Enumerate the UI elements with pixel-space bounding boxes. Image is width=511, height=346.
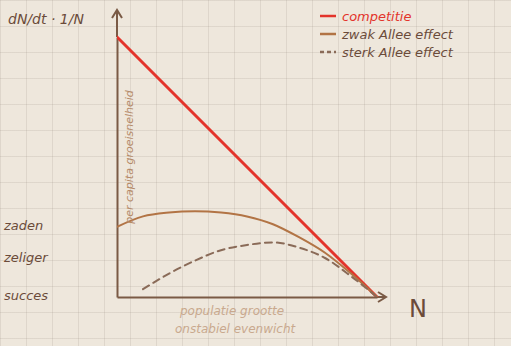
axis-line [117,38,119,298]
series-line [143,242,377,297]
annotation: zaden [3,218,43,233]
annotation: zeliger [3,250,49,265]
legend: competitie zwak Allee effect sterk Allee e… [320,9,454,60]
y-arrow [112,10,122,18]
x-arrow [378,292,386,302]
legend-label: zwak Allee effect [341,27,454,42]
y-axis [117,38,118,298]
x-label: N [409,295,427,323]
series-line [117,37,377,297]
annotation: onstabiel evenwicht [175,322,297,336]
legend-swatch [320,15,336,18]
x-axis [118,297,378,298]
y-label: per capita groeisnelheid [123,89,136,225]
chart: competitie zwak Allee effect sterk Allee e… [0,0,511,346]
title: dN/dt · 1/N [8,11,84,27]
legend-swatch [320,33,336,36]
annotation: succes [4,288,48,303]
legend-label: sterk Allee effect [342,45,454,60]
legend-swatch [320,51,336,54]
axis-line [118,297,378,299]
annotation: populatie grootte [179,304,284,318]
series-line [117,211,377,297]
legend-label: competitie [342,9,411,24]
plot-area [117,37,377,297]
axis-extension [116,12,118,37]
